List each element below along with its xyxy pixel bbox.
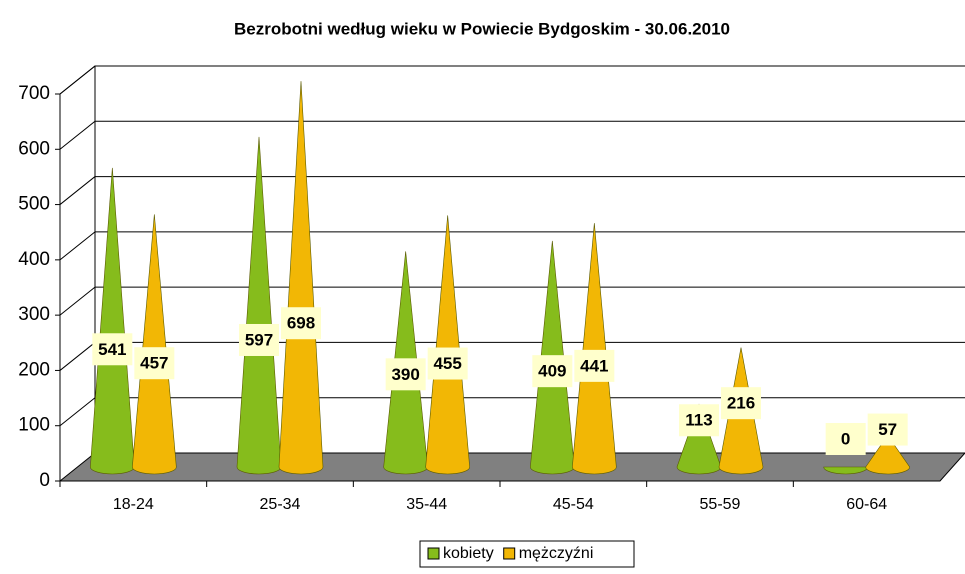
y-tick-label: 400 — [18, 249, 50, 270]
value-label-bg — [92, 333, 133, 366]
legend-label: kobiety — [443, 545, 494, 562]
value-label: 597 — [245, 330, 273, 349]
x-tick-label: 45-54 — [553, 496, 594, 513]
value-label-bg — [532, 355, 573, 388]
value-label: 455 — [433, 354, 461, 373]
cone — [865, 434, 910, 475]
back-wall — [94, 65, 965, 481]
legend-box — [419, 540, 635, 568]
x-tick-label: 55-59 — [700, 496, 741, 513]
grid-diag — [59, 397, 96, 427]
value-label-bg — [574, 349, 615, 382]
value-label-bg — [825, 423, 866, 455]
value-label: 698 — [287, 314, 315, 333]
value-label-bg — [679, 404, 719, 437]
legend-swatch — [427, 547, 440, 560]
grid-diag — [59, 120, 96, 150]
cone — [132, 214, 177, 475]
value-label: 390 — [391, 365, 419, 384]
grid-diag — [59, 65, 96, 95]
value-label: 57 — [878, 420, 897, 439]
legend-swatch — [503, 547, 516, 560]
value-label-bg — [134, 347, 175, 380]
cone — [425, 215, 470, 475]
value-label: 216 — [727, 394, 755, 413]
value-label: 113 — [685, 411, 712, 430]
grid-diag — [59, 231, 96, 261]
value-label-bg — [721, 387, 761, 420]
y-tick-label: 0 — [39, 470, 50, 491]
chart-title: Bezrobotni według wieku w Powiecie Bydgo… — [234, 19, 730, 38]
value-label-bg — [281, 307, 321, 340]
cone — [236, 136, 282, 475]
grid-diag — [59, 342, 96, 371]
legend-label: mężczyźni — [519, 545, 594, 562]
value-label-bg — [239, 323, 279, 356]
y-tick-label: 300 — [18, 304, 50, 325]
x-tick-label: 18-24 — [113, 496, 154, 513]
value-label: 457 — [140, 354, 168, 373]
value-label-bg — [385, 358, 426, 391]
y-tick-label: 500 — [18, 194, 50, 215]
grid-diag — [59, 176, 96, 205]
y-tick-label: 100 — [18, 415, 50, 436]
grid-diag — [59, 286, 96, 316]
value-label-bg — [867, 413, 908, 446]
cone — [278, 81, 324, 475]
x-tick-label: 35-44 — [406, 496, 447, 513]
x-tick-label: 25-34 — [260, 496, 301, 513]
y-tick-label: 700 — [18, 83, 50, 104]
y-tick-label: 600 — [18, 138, 50, 159]
value-label-bg — [427, 347, 468, 380]
value-label: 409 — [538, 362, 566, 381]
cone — [572, 223, 617, 475]
value-label: 0 — [841, 429, 850, 448]
y-tick-label: 200 — [18, 359, 50, 380]
cone — [90, 167, 135, 475]
value-label: 541 — [98, 340, 126, 359]
x-tick-label: 60-64 — [846, 496, 887, 513]
value-label: 441 — [580, 356, 608, 375]
